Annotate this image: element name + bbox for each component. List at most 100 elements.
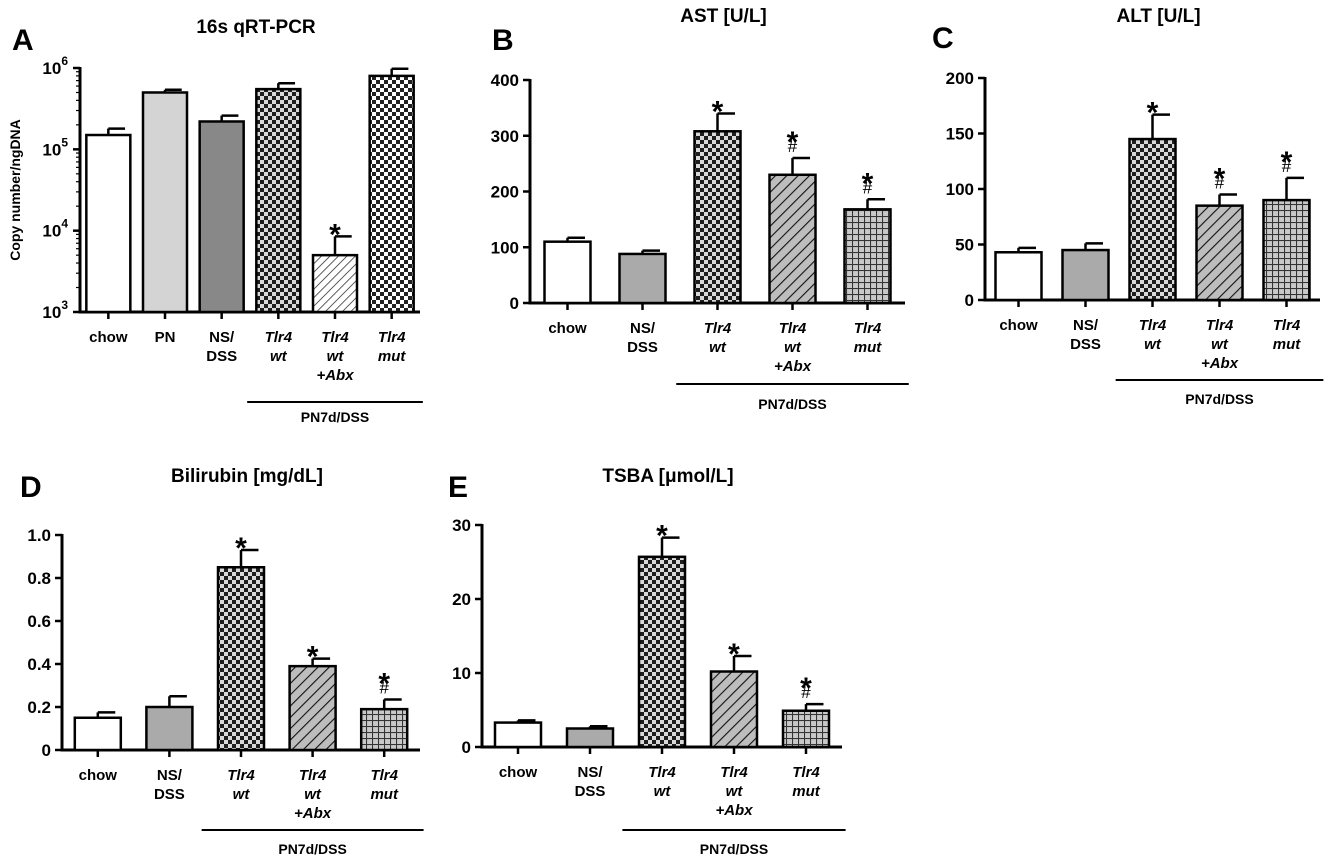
bar-1: [85, 133, 132, 314]
y-tick-label: 106: [42, 54, 68, 78]
group-label: PN7d/DSS: [758, 396, 826, 412]
significance-star: *: [1281, 146, 1293, 179]
chart-panel-d: D Bilirubin [mg/dL] 0 0.2 0.4 0.6 0.8 1.0 chow NS…: [20, 466, 424, 857]
significance-star: *: [712, 95, 724, 128]
y-tick-label: 0: [510, 294, 519, 313]
y-tick-label: 300: [491, 127, 519, 146]
bar-4: [255, 87, 302, 314]
significance-star: *: [862, 167, 874, 200]
bar-3: [693, 130, 742, 305]
x-tick-label: Tlr4 wt: [648, 764, 676, 800]
bar-3: [1128, 137, 1177, 302]
significance-hash: #: [379, 678, 389, 697]
group-label: PN7d/DSS: [1185, 391, 1253, 407]
bar-4: [768, 173, 817, 305]
x-tick-label: NS/DSS: [154, 767, 185, 803]
x-tick-label: chow: [548, 320, 587, 337]
x-tick-label: chow: [999, 317, 1038, 334]
panel-letter-a: A: [12, 24, 34, 57]
x-tick-label: NS/DSS: [1070, 317, 1101, 353]
x-tick-label: chow: [89, 329, 128, 346]
chart-panel-b: B AST [U/L] 0 100 200 300 400 chow NS/DSS Tlr4 wt T…: [491, 6, 909, 412]
panel-letter-d: D: [20, 471, 42, 504]
significance-hash: #: [788, 137, 798, 156]
y-tick-label: 50: [955, 236, 974, 255]
y-tick-label: 10: [452, 664, 471, 683]
bar-3: [216, 566, 266, 752]
x-tick-label: NS/DSS: [575, 764, 606, 800]
bar-2: [141, 91, 189, 314]
significance-hash: #: [1282, 157, 1292, 176]
bar-3: [637, 555, 687, 749]
x-tick-label: Tlr4 wt: [1139, 317, 1167, 353]
significance-hash: #: [863, 178, 873, 197]
bar-1: [994, 251, 1043, 302]
bar-2: [145, 705, 194, 752]
x-tick-label: NS/DSS: [206, 329, 237, 365]
x-tick-label: Tlr4 wt +Abx: [294, 767, 332, 822]
y-tick-label: 150: [946, 125, 974, 144]
x-tick-label: Tlr4 wt +Abx: [316, 329, 354, 384]
chart-title: TSBA [μmol/L]: [602, 466, 733, 487]
y-tick-label: 0.2: [27, 698, 51, 717]
bar-5: [311, 253, 359, 314]
x-tick-label: Tlr4 mut: [378, 329, 407, 365]
x-tick-label: Tlr4 mut: [854, 320, 883, 356]
y-tick-label: 100: [946, 180, 974, 199]
bar-5: [359, 707, 409, 752]
chart-panel-c: C ALT [U/L] 0 50 100 150 200 chow NS/DSS Tlr4 wt Tl…: [932, 6, 1324, 407]
panel-letter-e: E: [448, 471, 468, 504]
chart-title: AST [U/L]: [680, 6, 767, 27]
significance-star: *: [656, 520, 668, 553]
chart-title: ALT [U/L]: [1116, 6, 1200, 27]
bar-1: [73, 716, 123, 752]
significance-star: *: [235, 532, 247, 565]
bar-2: [565, 727, 615, 749]
panel-letter-b: B: [492, 24, 514, 57]
x-tick-label: Tlr4 wt: [704, 320, 732, 356]
chart-panel-a: A 16s qRT-PCR Copy number/ngDNA 103 104 105 10…: [7, 17, 423, 425]
significance-star: *: [800, 672, 812, 705]
significance-star: *: [1214, 163, 1226, 196]
x-tick-label: PN: [155, 329, 176, 346]
significance-star: *: [787, 126, 799, 159]
bar-5: [843, 208, 892, 305]
significance-hash: #: [801, 683, 811, 702]
group-label: PN7d/DSS: [301, 409, 369, 425]
y-tick-label: 0: [42, 741, 51, 760]
y-tick-label: 0: [965, 291, 974, 310]
y-tick-label: 0.4: [27, 655, 51, 674]
significance-star: *: [329, 218, 341, 251]
x-tick-label: chow: [79, 767, 118, 784]
x-tick-label: Tlr4 mut: [1273, 317, 1302, 353]
bar-3: [198, 120, 245, 314]
bar-2: [1061, 248, 1110, 302]
significance-star: *: [728, 638, 740, 671]
bar-4: [288, 664, 337, 752]
x-tick-label: Tlr4 mut: [792, 764, 821, 800]
bar-4: [1195, 204, 1244, 302]
x-tick-label: NS/DSS: [627, 320, 658, 356]
significance-hash: #: [1215, 174, 1225, 193]
group-label: PN7d/DSS: [278, 841, 346, 857]
x-tick-label: Tlr4 wt +Abx: [715, 764, 753, 819]
chart-title: Bilirubin [mg/dL]: [171, 466, 323, 487]
significance-star: *: [378, 667, 390, 700]
y-tick-label: 100: [491, 238, 519, 257]
group-label: PN7d/DSS: [700, 841, 768, 857]
significance-star: *: [307, 641, 319, 674]
bar-1: [543, 240, 592, 305]
y-tick-label: 105: [42, 135, 68, 159]
y-tick-label: 200: [491, 183, 519, 202]
y-tick-label: 1.0: [27, 526, 51, 545]
x-tick-label: chow: [499, 764, 538, 781]
panel-letter-c: C: [932, 22, 954, 55]
x-tick-label: Tlr4 wt +Abx: [1201, 317, 1239, 372]
bar-1: [493, 721, 543, 749]
x-tick-label: Tlr4 wt: [265, 329, 293, 365]
x-tick-label: Tlr4 wt: [227, 767, 255, 803]
bar-6: [368, 74, 415, 314]
y-tick-label: 20: [452, 590, 471, 609]
chart-panel-e: E TSBA [μmol/L] 0 10 20 30 chow NS/DSS Tlr4 wt Tlr…: [448, 466, 846, 857]
